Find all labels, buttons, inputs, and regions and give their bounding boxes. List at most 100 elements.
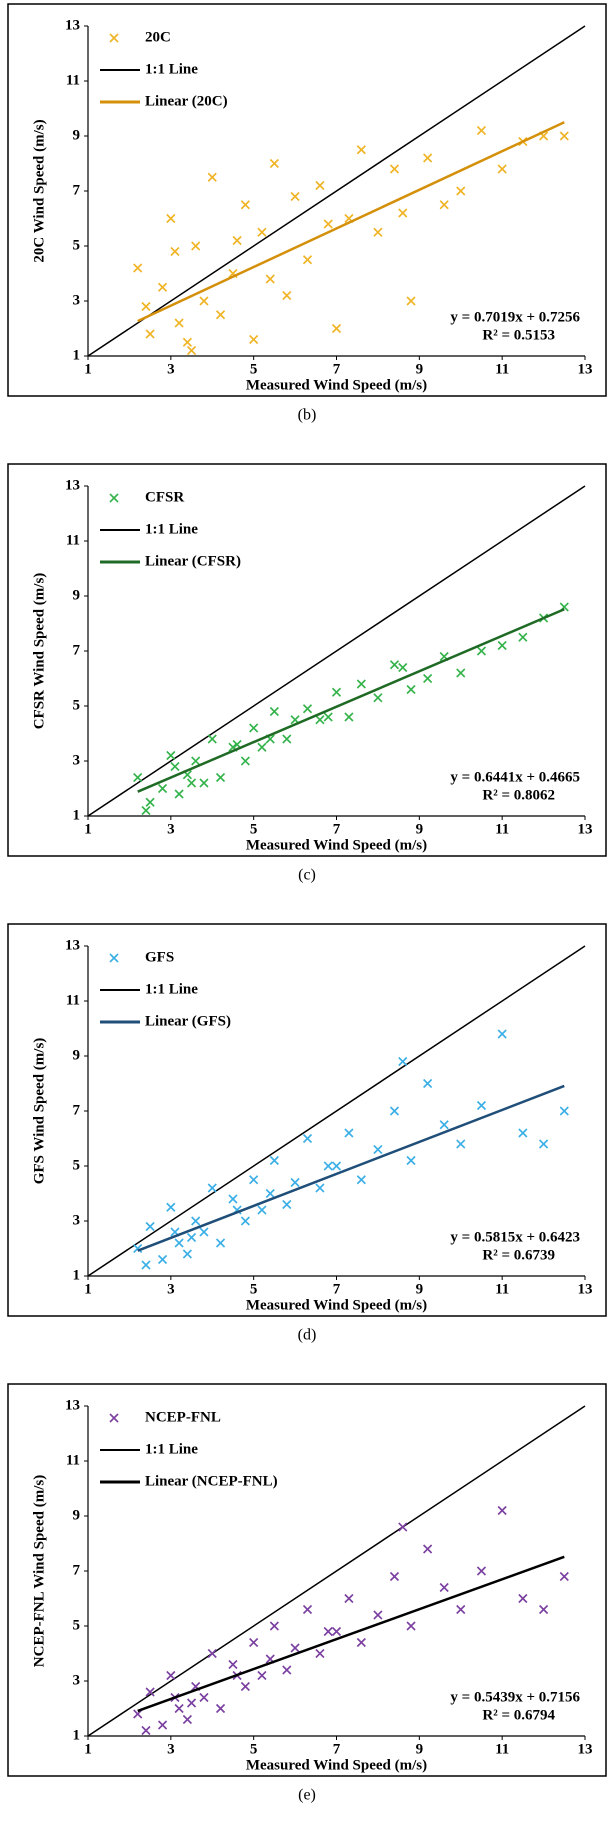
one-to-one-line — [87, 945, 586, 1277]
scatter-point — [174, 318, 184, 328]
scatter-point — [157, 783, 168, 794]
x-tick-label: 13 — [578, 821, 593, 837]
y-tick-label: 11 — [66, 1452, 80, 1468]
scatter-point — [170, 246, 180, 257]
scatter-point — [290, 1643, 300, 1653]
legend-marker — [109, 33, 119, 43]
trend-line — [137, 1084, 565, 1252]
scatter-point — [269, 706, 279, 717]
y-axis-label: 20C Wind Speed (m/s) — [31, 119, 47, 262]
scatter-point — [398, 208, 408, 218]
scatter-point — [141, 301, 151, 312]
x-axis-label: Measured Wind Speed (m/s) — [246, 1757, 427, 1773]
x-tick-label: 11 — [495, 1741, 509, 1757]
scatter-point — [559, 1571, 569, 1582]
x-tick-label: 1 — [84, 1281, 92, 1297]
y-tick-label: 5 — [73, 237, 81, 253]
legend-marker — [109, 1413, 119, 1423]
scatter-point — [133, 772, 143, 783]
x-tick-label: 5 — [250, 821, 258, 837]
scatter-point — [215, 772, 226, 783]
x-axis-label: Measured Wind Speed (m/s) — [246, 377, 427, 393]
trend-line — [137, 121, 565, 323]
scatter-point — [249, 1175, 259, 1185]
scatter-point — [141, 1260, 151, 1270]
scatter-point — [497, 1505, 507, 1516]
panel-frame — [7, 923, 607, 1317]
scatter-point — [456, 1139, 466, 1149]
scatter-point — [174, 1238, 184, 1248]
y-tick-label: 13 — [65, 477, 80, 493]
scatter-point — [282, 1199, 292, 1210]
scatter-point — [228, 1194, 238, 1204]
scatter-point — [133, 263, 143, 273]
x-tick-label: 1 — [84, 821, 92, 837]
scatter-point — [423, 1078, 433, 1089]
x-tick-label: 13 — [578, 1741, 593, 1757]
scatter-point — [356, 679, 366, 689]
equation: y = 0.5439x + 0.7156 — [450, 1689, 580, 1705]
scatter-point — [215, 1703, 226, 1714]
x-tick-label: 13 — [578, 1281, 593, 1297]
caption: (b) — [298, 407, 317, 424]
y-tick-label: 7 — [73, 1562, 81, 1578]
scatter-point — [344, 1593, 354, 1604]
y-axis-label: NCEP-FNL Wind Speed (m/s) — [31, 1475, 47, 1667]
scatter-point — [323, 219, 333, 229]
scatter-point — [476, 1566, 487, 1576]
scatter-point — [439, 200, 449, 210]
x-tick-label: 11 — [495, 821, 509, 837]
caption: (e) — [298, 1787, 316, 1804]
scatter-point — [269, 158, 279, 169]
y-tick-label: 3 — [73, 1212, 81, 1228]
x-tick-label: 11 — [495, 1281, 509, 1297]
r-squared: R² = 0.8062 — [482, 787, 555, 803]
equation: y = 0.7019x + 0.7256 — [450, 309, 580, 325]
scatter-point — [170, 761, 180, 772]
one-to-one-line — [87, 25, 586, 357]
legend-marker — [109, 953, 119, 963]
one-to-one-line — [87, 485, 586, 817]
scatter-point — [257, 1205, 267, 1215]
scatter-point — [406, 296, 416, 306]
scatter-point — [331, 1161, 342, 1171]
legend-label: CFSR — [145, 489, 184, 505]
y-tick-label: 13 — [65, 1397, 80, 1413]
x-tick-label: 5 — [250, 1281, 258, 1297]
scatter-point — [240, 1216, 250, 1226]
scatter-point — [186, 778, 197, 788]
scatter-point — [269, 1621, 279, 1631]
scatter-point — [331, 687, 342, 697]
y-tick-label: 7 — [73, 1102, 81, 1118]
panel-frame — [7, 3, 607, 397]
scatter-point — [518, 1593, 528, 1604]
scatter-point — [174, 1703, 184, 1714]
scatter-point — [290, 191, 300, 202]
scatter-point — [356, 1637, 366, 1648]
x-tick-label: 7 — [333, 1741, 341, 1757]
y-tick-label: 11 — [66, 72, 80, 88]
y-tick-label: 5 — [73, 1617, 81, 1633]
x-axis-label: Measured Wind Speed (m/s) — [246, 1297, 427, 1313]
scatter-point — [439, 1120, 449, 1130]
scatter-point — [207, 172, 217, 182]
scatter-point — [406, 1621, 416, 1631]
scatter-point — [186, 345, 197, 356]
scatter-point — [315, 715, 325, 725]
scatter-point — [406, 684, 416, 695]
scatter-point — [145, 797, 155, 807]
scatter-point — [145, 1687, 155, 1697]
x-tick-label: 3 — [167, 821, 175, 837]
x-tick-label: 9 — [416, 1741, 424, 1757]
y-tick-label: 9 — [73, 1047, 81, 1063]
y-tick-label: 5 — [73, 1157, 81, 1173]
scatter-point — [323, 1161, 333, 1171]
scatter-point — [141, 1725, 151, 1736]
equation: y = 0.5815x + 0.6423 — [450, 1229, 580, 1245]
scatter-point — [182, 1249, 192, 1259]
scatter-point — [315, 1183, 325, 1193]
scatter-point — [423, 153, 433, 163]
trend-line — [137, 1555, 565, 1713]
scatter-point — [373, 227, 383, 237]
